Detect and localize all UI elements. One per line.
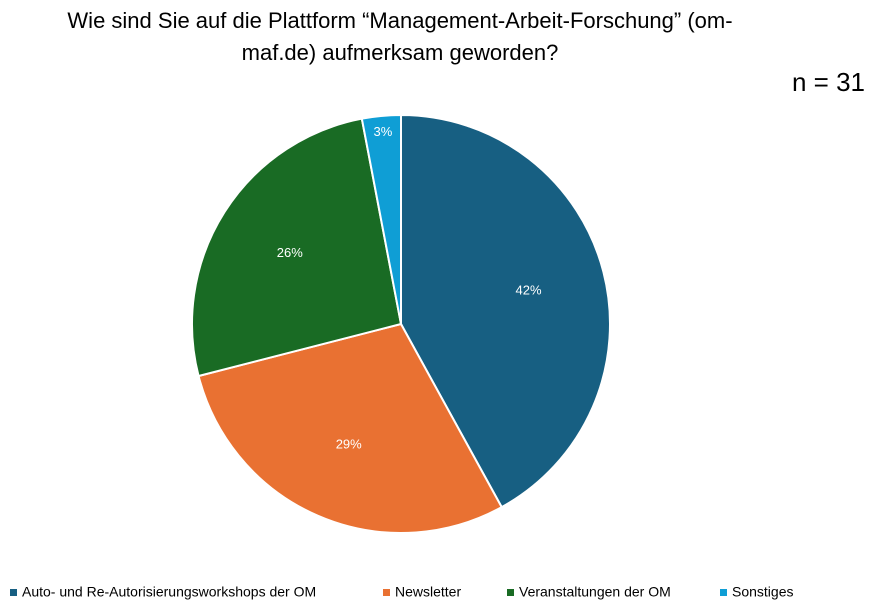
annotation: n = 31	[792, 67, 865, 97]
legend-swatch	[383, 589, 390, 596]
legend-swatch	[507, 589, 514, 596]
legend-swatch	[720, 589, 727, 596]
legend-label: Auto- und Re-Autorisierungsworkshops der…	[22, 584, 316, 600]
chart-title: maf.de) aufmerksam geworden?	[242, 40, 559, 65]
data-label: 26%	[277, 245, 303, 260]
pie-slice	[400, 113, 611, 509]
legend-label: Sonstiges	[732, 584, 793, 600]
pie-slice	[197, 322, 504, 534]
legend-label: Veranstaltungen der OM	[519, 584, 671, 600]
data-label: 42%	[516, 283, 542, 298]
data-label: 3%	[374, 124, 393, 139]
data-label: 29%	[336, 436, 362, 451]
pie-slice	[191, 117, 403, 378]
legend-swatch	[10, 589, 17, 596]
legend-label: Newsletter	[395, 584, 461, 600]
pie-slice	[360, 113, 402, 325]
chart-title: Wie sind Sie auf die Plattform “Manageme…	[67, 8, 732, 33]
